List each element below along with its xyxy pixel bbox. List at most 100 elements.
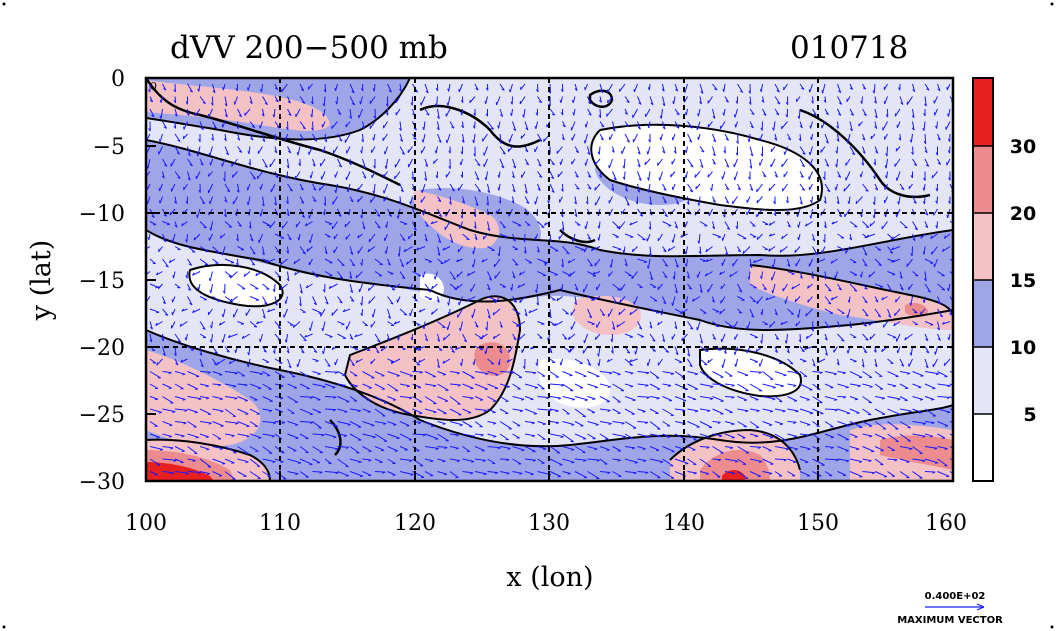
wind-vector-head bbox=[812, 363, 816, 367]
wind-vector-head bbox=[543, 138, 545, 142]
wind-vector bbox=[708, 208, 713, 216]
wind-vector-head bbox=[834, 409, 838, 412]
wind-vector bbox=[449, 121, 455, 129]
wind-vector bbox=[936, 221, 938, 229]
wind-vector-head bbox=[455, 447, 459, 450]
wind-vector-head bbox=[571, 238, 574, 242]
wind-vector-head bbox=[185, 101, 188, 105]
wind-vector-head bbox=[894, 312, 896, 316]
wind-vector bbox=[923, 246, 926, 255]
wind-vector bbox=[606, 108, 613, 117]
wind-vector bbox=[707, 96, 713, 104]
wind-vector bbox=[596, 283, 601, 291]
wind-vector bbox=[212, 471, 223, 477]
wind-vector bbox=[774, 208, 777, 216]
wind-vector bbox=[285, 296, 288, 304]
wind-vector-head bbox=[185, 275, 188, 279]
wind-vector-head bbox=[748, 176, 751, 180]
wind-vector bbox=[637, 433, 650, 438]
wind-vector-head bbox=[621, 422, 625, 425]
wind-vector bbox=[949, 308, 952, 316]
colorbar-label: 30 bbox=[1010, 136, 1036, 158]
wind-vector bbox=[632, 133, 638, 143]
wind-vector bbox=[387, 471, 396, 476]
wind-vector bbox=[862, 421, 873, 427]
wind-vector bbox=[574, 421, 584, 427]
wind-vector-head bbox=[233, 385, 237, 388]
wind-vector-head bbox=[274, 87, 278, 91]
wind-vector-head bbox=[444, 447, 448, 450]
wind-vector-head bbox=[384, 165, 387, 169]
wind-vector-head bbox=[822, 176, 826, 180]
wind-vector-head bbox=[442, 360, 445, 364]
wind-vector bbox=[357, 233, 363, 239]
wind-vector-head bbox=[208, 152, 211, 156]
wind-vector bbox=[587, 358, 592, 366]
wind-vector bbox=[749, 258, 753, 268]
wind-vector bbox=[447, 321, 451, 331]
wind-vector-head bbox=[554, 322, 557, 327]
wind-vector-head bbox=[694, 174, 696, 178]
wind-vector bbox=[608, 158, 613, 169]
wind-vector bbox=[174, 383, 184, 390]
wind-vector bbox=[662, 333, 666, 342]
wind-vector-head bbox=[174, 200, 177, 204]
wind-vector bbox=[887, 408, 901, 415]
wind-vector bbox=[946, 158, 951, 166]
wind-vector-head bbox=[748, 101, 752, 105]
wind-vector bbox=[774, 408, 786, 412]
wind-vector bbox=[324, 258, 333, 264]
wind-vector bbox=[862, 358, 865, 368]
wind-vector bbox=[337, 371, 346, 376]
wind-vector bbox=[487, 458, 496, 464]
wind-vector-head bbox=[168, 372, 172, 375]
wind-vector bbox=[737, 446, 750, 454]
wind-vector bbox=[574, 196, 577, 205]
wind-vector bbox=[498, 171, 501, 178]
wind-vector-head bbox=[448, 201, 452, 205]
wind-vector-head bbox=[322, 350, 324, 355]
wind-vector bbox=[487, 471, 498, 474]
wind-vector bbox=[587, 458, 600, 461]
wind-vector-head bbox=[230, 298, 233, 302]
wind-vector bbox=[549, 396, 561, 399]
wind-vector bbox=[937, 383, 951, 387]
wind-vector-head bbox=[288, 365, 292, 369]
wind-vector bbox=[373, 133, 376, 141]
wind-vector-head bbox=[680, 448, 684, 451]
wind-vector bbox=[899, 421, 911, 429]
wind-vector-head bbox=[925, 212, 929, 216]
wind-vector bbox=[349, 108, 352, 119]
wind-vector bbox=[399, 183, 404, 193]
wind-vector-head bbox=[770, 277, 773, 281]
wind-vector bbox=[910, 133, 913, 143]
wind-vector-head bbox=[807, 424, 811, 426]
wind-vector bbox=[485, 96, 488, 104]
wind-vector-head bbox=[922, 187, 925, 191]
wind-vector bbox=[524, 258, 533, 264]
wind-vector bbox=[599, 433, 609, 440]
wind-vector bbox=[299, 396, 313, 398]
wind-vector bbox=[587, 296, 595, 301]
wind-vector bbox=[311, 108, 313, 118]
wind-vector bbox=[637, 396, 650, 398]
wind-vector bbox=[787, 258, 791, 267]
wind-vector-head bbox=[688, 287, 692, 290]
wind-vector bbox=[474, 383, 488, 390]
wind-vector bbox=[560, 358, 563, 366]
wind-vector-head bbox=[159, 99, 162, 103]
wind-vector bbox=[408, 158, 413, 168]
wind-vector bbox=[437, 183, 442, 191]
wind-vector-head bbox=[931, 399, 935, 401]
wind-vector-head bbox=[276, 250, 280, 253]
wind-vector-head bbox=[663, 200, 667, 204]
wind-vector bbox=[467, 296, 476, 302]
wind-vector bbox=[174, 108, 178, 117]
wind-vector-head bbox=[180, 359, 183, 363]
wind-vector-head bbox=[172, 275, 175, 279]
wind-vector bbox=[494, 296, 501, 304]
wind-vector bbox=[487, 221, 491, 231]
wind-vector bbox=[798, 108, 801, 119]
wind-vector-head bbox=[629, 364, 633, 366]
wind-vector bbox=[474, 446, 485, 452]
